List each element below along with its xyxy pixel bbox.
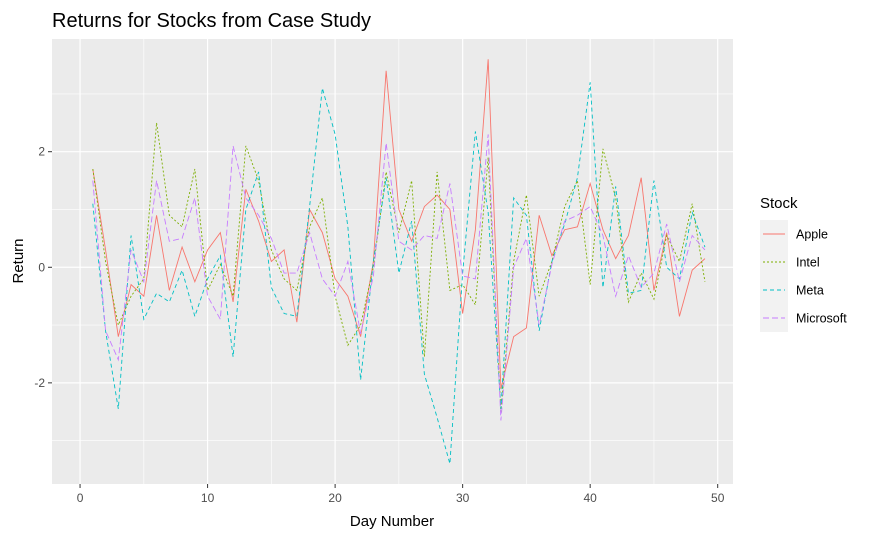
legend-title: Stock: [760, 195, 798, 212]
x-tick-label: 10: [201, 491, 215, 505]
series-line-microsoft: [92, 134, 706, 421]
x-tick-label: 50: [711, 491, 725, 505]
legend-label-meta: Meta: [796, 284, 824, 298]
x-tick-label: 20: [328, 491, 342, 505]
y-axis-title: Return: [10, 238, 27, 283]
y-axis: -2 0 2: [34, 145, 52, 390]
chart-title: Returns for Stocks from Case Study: [52, 10, 371, 32]
legend-label-intel: Intel: [796, 256, 820, 270]
legend-label-apple: Apple: [796, 228, 828, 242]
series-line-apple: [92, 59, 706, 389]
legend: Stock Apple Intel Meta Microsoft: [760, 195, 847, 332]
major-gridlines: [52, 39, 733, 484]
x-tick-label: 30: [456, 491, 470, 505]
series-line-intel: [92, 122, 706, 412]
x-tick-label: 40: [583, 491, 597, 505]
x-tick-label: 0: [77, 491, 84, 505]
y-tick-label: -2: [34, 376, 45, 390]
x-axis: 0 10 20 30 40 50: [77, 484, 725, 505]
plot-panel: [52, 39, 733, 484]
x-axis-title: Day Number: [350, 513, 434, 530]
series-lines: [92, 59, 706, 464]
y-tick-label: 2: [38, 145, 45, 159]
y-tick-label: 0: [38, 260, 45, 274]
legend-label-microsoft: Microsoft: [796, 312, 847, 326]
